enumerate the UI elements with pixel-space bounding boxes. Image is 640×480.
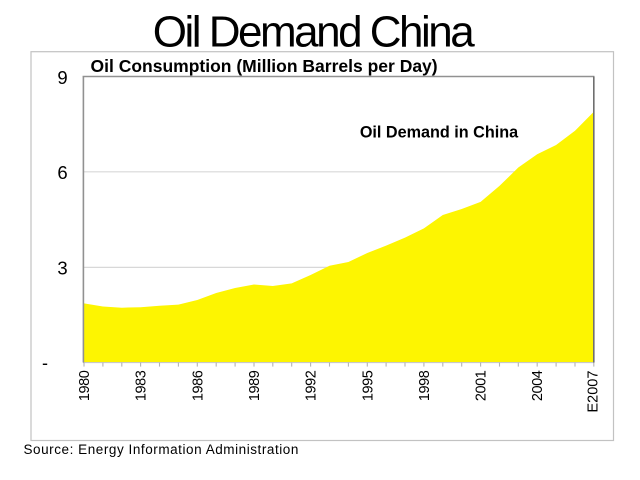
svg-text:1986: 1986 bbox=[190, 370, 206, 401]
svg-text:1995: 1995 bbox=[360, 370, 376, 401]
svg-text:1983: 1983 bbox=[134, 370, 150, 401]
svg-text:6: 6 bbox=[57, 162, 67, 183]
svg-text:-: - bbox=[42, 353, 48, 373]
svg-text:1998: 1998 bbox=[417, 370, 433, 401]
svg-text:9: 9 bbox=[57, 67, 67, 88]
svg-text:Source: Energy Information Adm: Source: Energy Information Administratio… bbox=[24, 442, 299, 457]
svg-text:2004: 2004 bbox=[530, 370, 546, 401]
svg-text:1989: 1989 bbox=[247, 370, 263, 401]
svg-text:3: 3 bbox=[57, 258, 67, 279]
svg-text:Oil Demand China: Oil Demand China bbox=[153, 7, 476, 56]
svg-text:1992: 1992 bbox=[304, 370, 320, 401]
svg-text:1980: 1980 bbox=[77, 370, 93, 401]
svg-text:Oil Demand in China: Oil Demand in China bbox=[360, 124, 519, 142]
svg-text:E2007: E2007 bbox=[586, 371, 602, 413]
svg-text:Oil Consumption (Million Barre: Oil Consumption (Million Barrels per Day… bbox=[91, 56, 438, 76]
svg-text:2001: 2001 bbox=[474, 370, 490, 401]
